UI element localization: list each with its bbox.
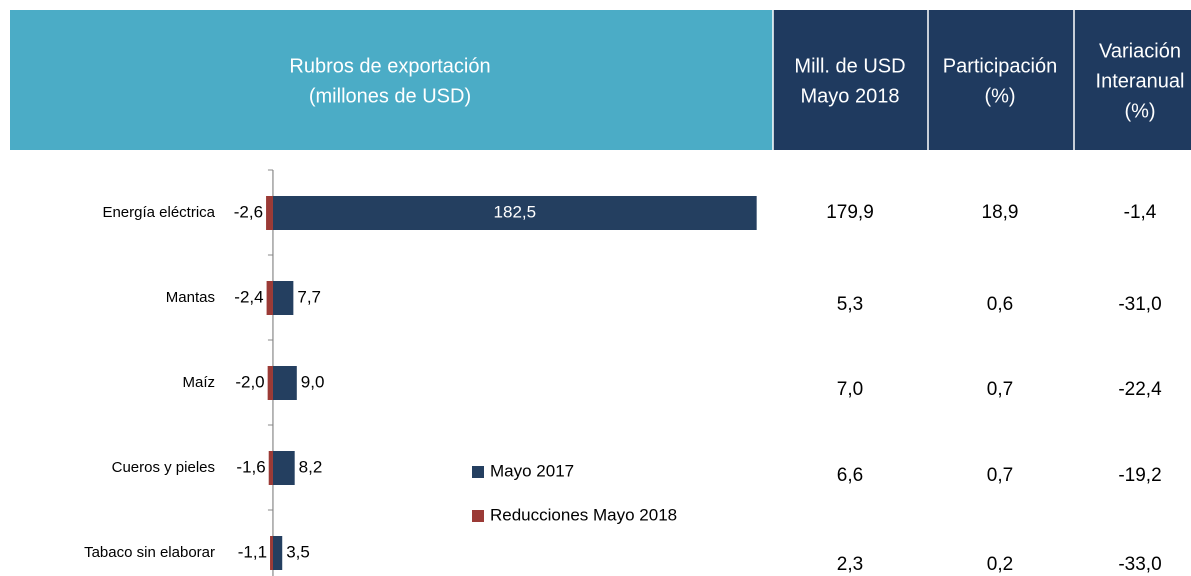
table-cell: 5,3 — [837, 294, 863, 315]
legend-label: Reducciones Mayo 2018 — [490, 505, 677, 524]
bar — [272, 451, 295, 485]
bar — [266, 196, 273, 230]
table-cell: 0,7 — [987, 465, 1013, 486]
table-cell: 179,9 — [826, 202, 874, 223]
table-cell: -31,0 — [1118, 294, 1161, 315]
value-label: -1,6 — [236, 457, 265, 476]
value-label: 3,5 — [286, 542, 310, 561]
header-title: Rubros de exportación — [289, 55, 490, 77]
bar — [272, 536, 283, 570]
value-label: -2,4 — [234, 287, 263, 306]
column-header: (%) — [984, 85, 1015, 107]
table-cell: -1,4 — [1124, 202, 1157, 223]
legend-swatch — [472, 466, 484, 478]
table-cell: 6,6 — [837, 465, 863, 486]
table-cell: 7,0 — [837, 379, 863, 400]
bar — [272, 281, 294, 315]
value-label: -2,6 — [234, 202, 263, 221]
value-label: -1,1 — [238, 542, 267, 561]
table-cell: 0,6 — [987, 294, 1013, 315]
table-cell: -19,2 — [1118, 465, 1161, 486]
header-cell — [773, 10, 928, 150]
bar — [268, 451, 273, 485]
value-label: 182,5 — [494, 202, 537, 221]
header-cell — [928, 10, 1074, 150]
header-title: (millones de USD) — [309, 85, 471, 107]
category-label: Energía eléctrica — [102, 204, 215, 221]
table-cell: 18,9 — [982, 202, 1019, 223]
column-header: Interanual — [1096, 70, 1185, 92]
category-label: Cueros y pieles — [112, 459, 215, 476]
category-label: Mantas — [166, 289, 215, 306]
category-label: Maíz — [182, 374, 215, 391]
legend-swatch — [472, 510, 484, 522]
value-label: 7,7 — [297, 287, 321, 306]
table-cell: -33,0 — [1118, 554, 1161, 575]
table-cell: -22,4 — [1118, 379, 1162, 400]
category-label: Tabaco sin elaborar — [84, 544, 215, 561]
column-header: (%) — [1124, 100, 1155, 122]
header-cell — [10, 10, 773, 150]
header-cell — [1074, 10, 1191, 150]
bar — [272, 196, 757, 230]
column-header: Variación — [1099, 40, 1181, 62]
bar — [270, 536, 273, 570]
bar — [272, 366, 297, 400]
bar — [267, 366, 273, 400]
value-label: 9,0 — [301, 372, 325, 391]
legend-label: Mayo 2017 — [490, 461, 574, 480]
column-header: Mill. de USD — [794, 55, 905, 77]
column-header: Mayo 2018 — [801, 85, 900, 107]
value-label: 8,2 — [299, 457, 323, 476]
column-header: Participación — [943, 55, 1058, 77]
bar — [266, 281, 273, 315]
value-label: -2,0 — [235, 372, 264, 391]
table-cell: 0,7 — [987, 379, 1013, 400]
table-cell: 2,3 — [837, 554, 863, 575]
table-cell: 0,2 — [987, 554, 1013, 575]
